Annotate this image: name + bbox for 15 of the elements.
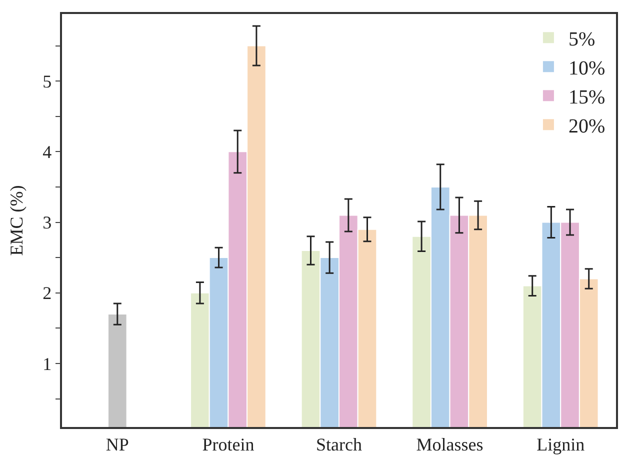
legend-label: 5% bbox=[568, 28, 596, 50]
y-tick-label: 1 bbox=[42, 354, 52, 374]
x-tick-label: Lignin bbox=[536, 434, 585, 454]
x-tick-label: NP bbox=[106, 434, 129, 454]
y-tick-label: 4 bbox=[42, 142, 52, 162]
legend-label: 20% bbox=[568, 115, 606, 138]
x-tick-label: Protein bbox=[202, 434, 254, 454]
y-tick-label: 3 bbox=[42, 212, 52, 233]
y-axis-title: EMC (%) bbox=[6, 185, 26, 256]
y-tick-label: 5 bbox=[42, 71, 52, 92]
x-tick-label: Molasses bbox=[416, 434, 484, 454]
legend-label: 15% bbox=[568, 86, 606, 108]
x-tick-label: Starch bbox=[316, 434, 362, 454]
y-tick-label: 2 bbox=[42, 283, 52, 304]
legend-label: 10% bbox=[568, 57, 606, 80]
